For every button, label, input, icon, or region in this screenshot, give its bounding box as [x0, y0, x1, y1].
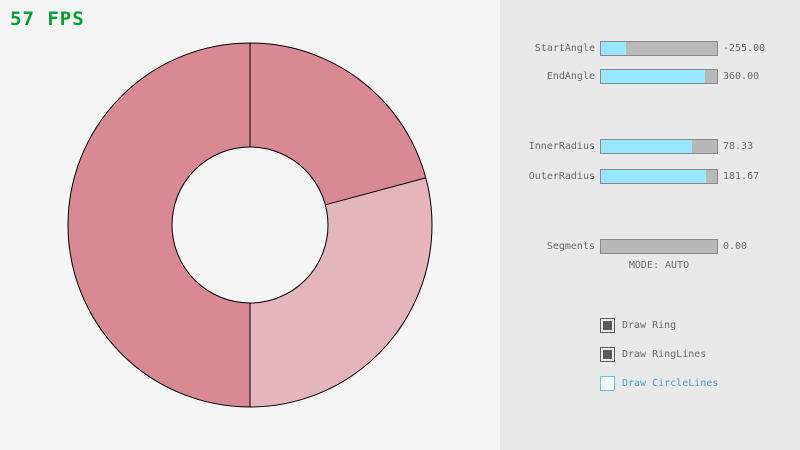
endangle-slider-fill	[601, 70, 706, 83]
ring-outline	[67, 42, 433, 408]
outerradius-value: 181.67	[723, 171, 760, 182]
outerradius-slider[interactable]	[600, 169, 718, 184]
segments-value: 0.00	[723, 241, 748, 252]
startangle-row: StartAngle -255.00	[500, 41, 800, 56]
endangle-value: 360.00	[723, 71, 760, 82]
segments-label: Segments	[546, 241, 595, 252]
checkbox-check-mark	[603, 349, 612, 359]
segments-slider[interactable]	[600, 239, 718, 254]
draw-circlelines-checkbox[interactable]	[600, 375, 615, 391]
outerradius-label: OuterRadius	[528, 171, 595, 182]
ring-light-region	[250, 177, 433, 407]
startangle-label: StartAngle	[534, 43, 595, 54]
innerradius-slider-fill	[601, 140, 692, 153]
innerradius-label: InnerRadius	[528, 141, 595, 152]
innerradius-value: 78.33	[723, 141, 754, 152]
segments-row: Segments 0.00	[500, 239, 800, 254]
draw-circlelines-checkbox-row[interactable]: Draw CircleLines	[600, 375, 718, 391]
endangle-label: EndAngle	[546, 71, 595, 82]
endangle-slider[interactable]	[600, 69, 718, 84]
control-panel: StartAngle -255.00 EndAngle 360.00 Inner…	[500, 0, 800, 450]
endangle-row: EndAngle 360.00	[500, 69, 800, 84]
checkbox-check-mark	[603, 320, 612, 330]
draw-ring-checkbox-row[interactable]: Draw Ring	[600, 317, 676, 333]
draw-ring-checkbox[interactable]	[600, 317, 615, 333]
draw-ringlines-label: Draw RingLines	[622, 348, 707, 360]
segments-mode-text: MODE: AUTO	[628, 260, 690, 271]
innerradius-slider[interactable]	[600, 139, 718, 154]
draw-circlelines-label: Draw CircleLines	[622, 377, 719, 389]
innerradius-row: InnerRadius 78.33	[500, 139, 800, 154]
draw-ringlines-checkbox[interactable]	[600, 346, 615, 362]
draw-ringlines-checkbox-row[interactable]: Draw RingLines	[600, 346, 706, 362]
outerradius-slider-fill	[601, 170, 707, 183]
outerradius-row: OuterRadius 181.67	[500, 169, 800, 184]
ring-chart	[67, 42, 433, 408]
startangle-slider[interactable]	[600, 41, 718, 56]
checkbox-check-mark	[603, 379, 612, 388]
fps-counter: 57 FPS	[10, 8, 85, 30]
startangle-slider-fill	[601, 42, 627, 55]
draw-ring-label: Draw Ring	[622, 319, 677, 331]
startangle-value: -255.00	[723, 43, 766, 54]
